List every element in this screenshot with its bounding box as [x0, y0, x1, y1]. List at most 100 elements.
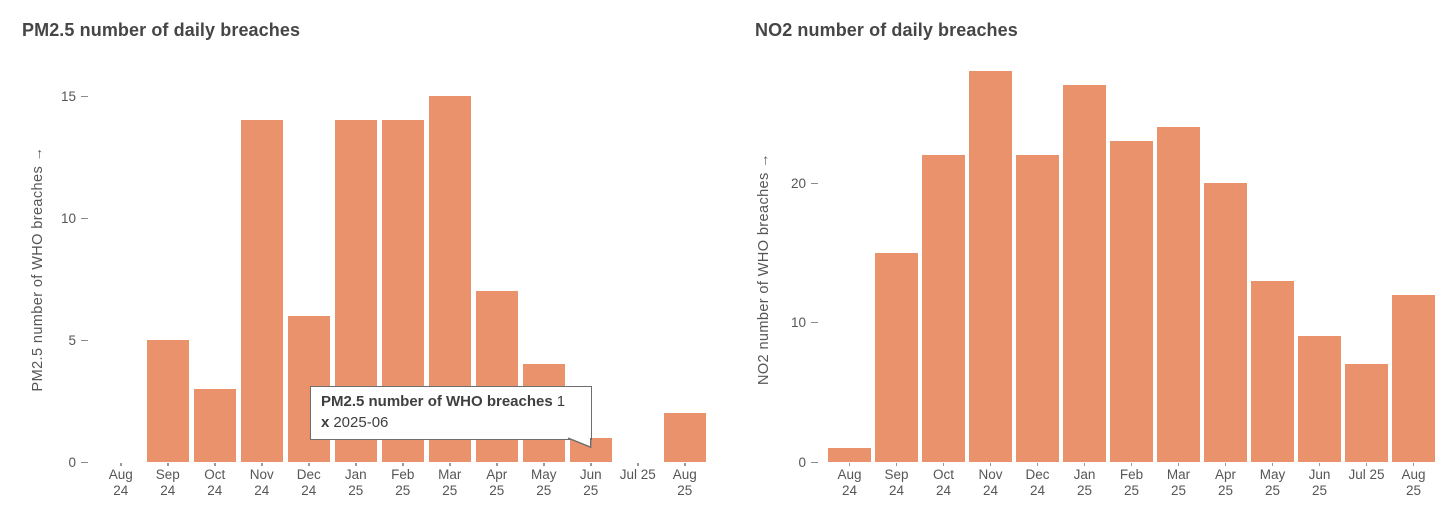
bar-apr-25[interactable]	[1204, 183, 1247, 462]
x-tick-label: Nov 24	[978, 467, 1003, 498]
y-tick-label-0: 0	[8, 453, 88, 471]
y-tick-label-20: 20	[738, 174, 818, 192]
x-tick-label: Jan 25	[1073, 467, 1096, 498]
bar-nov-24[interactable]	[969, 71, 1012, 462]
x-tick-mark	[402, 462, 404, 466]
x-tick-label: Feb 25	[1119, 467, 1144, 498]
y-tick-value: 20	[790, 175, 806, 191]
y-tick-label-15: 15	[8, 87, 88, 105]
tooltip-value-line: PM2.5 number of WHO breaches 1	[321, 391, 581, 412]
bar-sep-24[interactable]	[146, 340, 190, 462]
x-tick-label: Jul 25	[1348, 467, 1385, 482]
x-tick-label: Dec 24	[296, 467, 321, 498]
x-tick-mark	[895, 462, 898, 466]
bar-aug-25[interactable]	[1392, 294, 1435, 462]
y-tick-value: 15	[60, 88, 76, 104]
x-tick-label: Oct 24	[204, 467, 226, 498]
bar-jul-25[interactable]	[1345, 364, 1388, 462]
y-tick-label-0: 0	[738, 453, 818, 471]
x-tick-mark	[848, 462, 851, 466]
tooltip-x-key: x	[321, 414, 330, 431]
y-tick-dash	[811, 182, 818, 184]
x-tick-label: May 25	[1259, 467, 1286, 498]
x-tick-mark	[1177, 462, 1180, 466]
x-tick-label: Feb 25	[391, 467, 415, 498]
y-tick-dash	[81, 339, 88, 341]
x-tick-mark	[261, 462, 263, 466]
x-tick-label: Aug 24	[837, 467, 862, 498]
x-tick-mark	[1224, 462, 1227, 466]
x-tick-mark	[989, 462, 992, 466]
x-tick-label: Apr 25	[486, 467, 508, 498]
x-tick-mark	[684, 462, 686, 466]
y-tick-dash	[81, 95, 88, 97]
pm25-chart-title: PM2.5 number of daily breaches	[22, 20, 301, 40]
tooltip-x-line: x 2025-06	[321, 412, 581, 433]
y-tick-dash	[811, 461, 818, 463]
x-tick-mark	[1130, 462, 1133, 466]
tooltip-pointer-tail	[567, 436, 592, 448]
x-tick-label: Mar 25	[1166, 467, 1191, 498]
x-tick-mark	[1365, 462, 1368, 466]
bar-oct-24[interactable]	[193, 388, 237, 462]
x-tick-label: Aug 25	[1401, 467, 1426, 498]
y-tick-value: 10	[790, 315, 806, 330]
y-tick-dash	[81, 461, 88, 463]
x-tick-mark	[1412, 462, 1415, 466]
bar-dec-24[interactable]	[1016, 155, 1059, 462]
tooltip-value: 1	[556, 393, 566, 410]
y-tick-label-10: 10	[8, 209, 88, 227]
y-tick-dash	[81, 217, 88, 219]
x-tick-mark	[1083, 462, 1086, 466]
y-tick-value: 10	[60, 210, 76, 226]
x-tick-mark	[496, 462, 498, 466]
tooltip: PM2.5 number of WHO breaches 1 x 2025-06	[310, 386, 592, 448]
tooltip-x-value: 2025-06	[333, 414, 389, 431]
bar-may-25[interactable]	[1251, 280, 1294, 462]
pm25-y-axis-label: PM2.5 number of WHO breaches →	[30, 146, 46, 392]
x-tick-label: Dec 24	[1025, 467, 1050, 498]
x-tick-mark	[308, 462, 310, 466]
x-tick-label: Aug 24	[108, 467, 133, 498]
x-tick-mark	[1271, 462, 1274, 466]
y-tick-value: 5	[68, 332, 76, 348]
x-tick-mark	[1318, 462, 1321, 466]
x-tick-label: Apr 25	[1214, 467, 1237, 498]
x-tick-label: Nov 24	[249, 467, 274, 498]
no2-chart-title: NO2 number of daily breaches	[755, 20, 1018, 40]
bar-feb-25[interactable]	[1110, 141, 1153, 462]
tooltip-series-label: PM2.5 number of WHO breaches	[321, 393, 553, 410]
bar-jan-25[interactable]	[1063, 85, 1106, 462]
x-tick-mark	[167, 462, 169, 466]
x-tick-label: May 25	[531, 467, 557, 498]
bar-sep-24[interactable]	[875, 252, 918, 462]
y-tick-value: 0	[798, 454, 806, 470]
bar-aug-25[interactable]	[663, 413, 707, 462]
x-tick-label: Oct 24	[932, 467, 955, 498]
bar-mar-25[interactable]	[1157, 127, 1200, 462]
bar-aug-24[interactable]	[828, 448, 871, 462]
x-tick-mark	[942, 462, 945, 466]
y-tick-value: 0	[68, 454, 76, 470]
x-tick-mark	[637, 462, 639, 466]
x-tick-label: Jun 25	[1308, 467, 1331, 498]
x-tick-mark	[120, 462, 122, 466]
bar-jun-25[interactable]	[1298, 336, 1341, 462]
x-tick-label: Jan 25	[344, 467, 367, 498]
x-tick-label: Jun 25	[579, 467, 602, 498]
x-tick-label: Aug 25	[672, 467, 697, 498]
x-tick-label: Sep 24	[884, 467, 909, 498]
x-tick-mark	[449, 462, 451, 466]
x-tick-mark	[214, 462, 216, 466]
x-tick-mark	[1036, 462, 1039, 466]
bar-nov-24[interactable]	[240, 120, 284, 462]
y-tick-dash	[811, 322, 818, 323]
bar-oct-24[interactable]	[922, 155, 965, 462]
x-tick-mark	[355, 462, 357, 466]
y-tick-label-5: 5	[8, 331, 88, 349]
x-tick-mark	[543, 462, 545, 466]
y-tick-label-10: 10	[738, 314, 818, 332]
x-tick-label: Mar 25	[438, 467, 462, 498]
x-tick-label: Sep 24	[155, 467, 180, 498]
